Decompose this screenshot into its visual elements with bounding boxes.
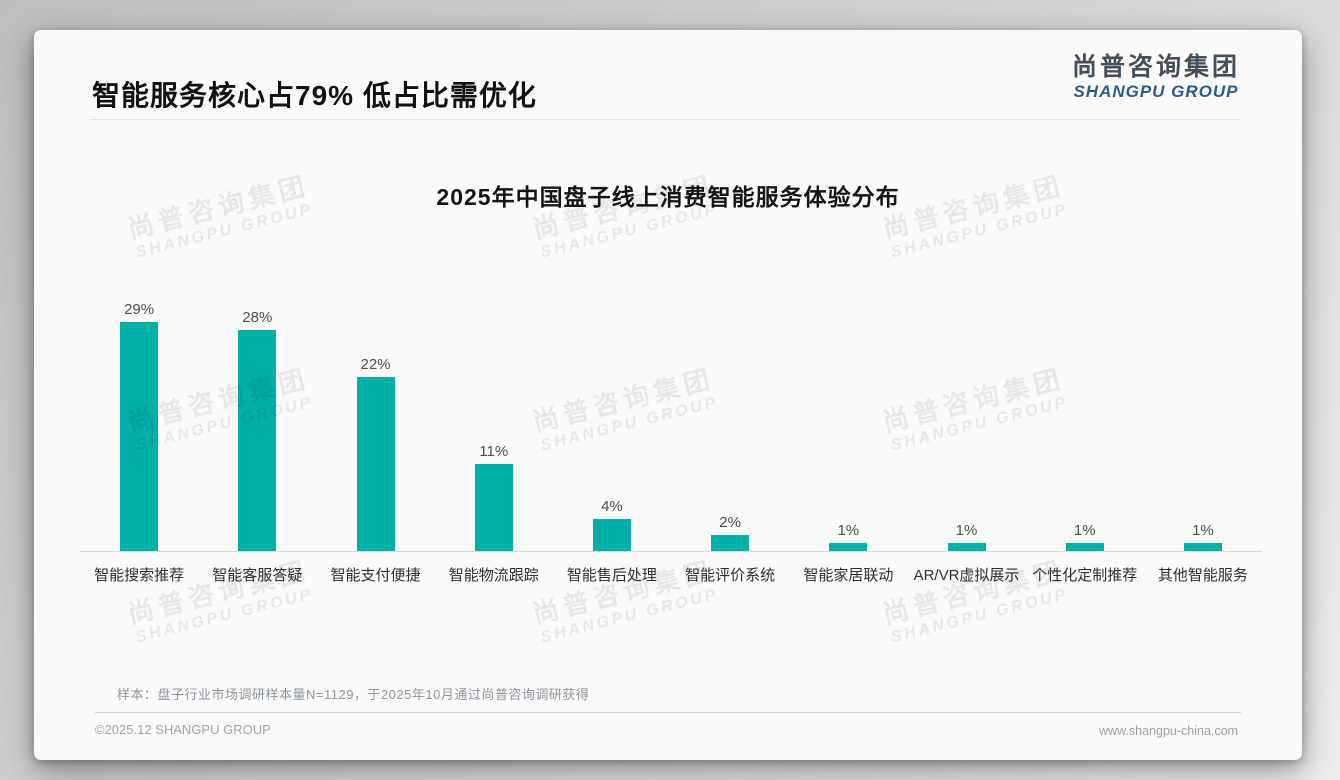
x-axis-category-label: 智能搜索推荐 — [94, 567, 185, 584]
slide-card: 智能服务核心占79% 低占比需优化 尚普咨询集团 SHANGPU GROUP 2… — [34, 30, 1302, 760]
x-axis-category-label: 其他智能服务 — [1157, 567, 1248, 584]
bar-value-label: 28% — [242, 309, 273, 326]
website-url: www.shangpu-china.com — [1099, 724, 1238, 738]
bar-column: 1% — [907, 291, 1025, 551]
bar — [829, 543, 868, 551]
bar — [711, 535, 750, 551]
bar-column: 28% — [198, 291, 316, 551]
bar — [120, 322, 159, 551]
chart-title: 2025年中国盘子线上消费智能服务体验分布 — [436, 184, 900, 210]
bar-value-label: 1% — [955, 522, 978, 539]
watermark-english-text: SHANGPU GROUP — [539, 585, 720, 647]
bar-value-label: 4% — [601, 498, 623, 515]
bar-column: 1% — [1026, 291, 1144, 551]
x-axis-category-label: 智能评价系统 — [685, 567, 776, 584]
bar-value-label: 29% — [124, 301, 155, 318]
bar-value-label: 2% — [719, 514, 741, 531]
bar — [1065, 543, 1104, 551]
page-title: 智能服务核心占79% 低占比需优化 — [92, 80, 537, 111]
sample-footnote: 样本：盘子行业市场调研样本量N=1129，于2025年10月通过尚普咨询调研获得 — [117, 687, 590, 702]
bar-value-label: 22% — [360, 356, 391, 373]
bar-column: 11% — [435, 291, 553, 551]
bar-value-label: 1% — [837, 522, 860, 539]
x-axis-line — [80, 551, 1262, 552]
bar — [947, 543, 986, 551]
footer-divider — [95, 712, 1241, 713]
logo-chinese-text: 尚普咨询集团 — [1071, 53, 1240, 81]
title-divider — [90, 119, 1240, 120]
x-axis-category-label: AR/VR虚拟展示 — [913, 567, 1020, 584]
bar — [1183, 543, 1222, 551]
x-axis-category-label: 智能物流跟踪 — [448, 567, 539, 584]
watermark-english-text: SHANGPU GROUP — [134, 585, 315, 647]
bar-column: 4% — [553, 291, 671, 551]
plot-area: 29% 28% 22% 11% 4% 2% 1% 1% 1% 1% — [80, 291, 1262, 551]
bar-column: 2% — [671, 291, 789, 551]
company-logo: 尚普咨询集团 SHANGPU GROUP — [1072, 52, 1240, 102]
bar-column: 22% — [316, 291, 434, 551]
bar-column: 1% — [789, 291, 907, 551]
bar — [592, 519, 631, 551]
x-axis-category-label: 智能售后处理 — [566, 567, 657, 584]
bar-value-label: 1% — [1192, 522, 1214, 539]
bar — [238, 330, 277, 551]
x-axis-category-label: 个性化定制推荐 — [1032, 567, 1138, 584]
bar — [474, 464, 513, 551]
x-axis-category-label: 智能支付便捷 — [330, 567, 421, 584]
copyright-text: ©2025.12 SHANGPU GROUP — [95, 722, 271, 737]
x-axis-category-label: 智能客服答疑 — [212, 567, 303, 584]
bar-column: 29% — [80, 291, 198, 551]
logo-english-text: SHANGPU GROUP — [1073, 82, 1239, 101]
bar-value-label: 11% — [479, 443, 509, 460]
x-axis-labels: 智能搜索推荐 智能客服答疑 智能支付便捷 智能物流跟踪 智能售后处理 智能评价系统 智能家居… — [80, 564, 1262, 585]
x-axis-category-label: 智能家居联动 — [803, 567, 894, 584]
watermark-english-text: SHANGPU GROUP — [889, 585, 1070, 647]
bar-value-label: 1% — [1073, 522, 1096, 539]
bar-column: 1% — [1144, 291, 1262, 551]
bar — [356, 377, 395, 551]
